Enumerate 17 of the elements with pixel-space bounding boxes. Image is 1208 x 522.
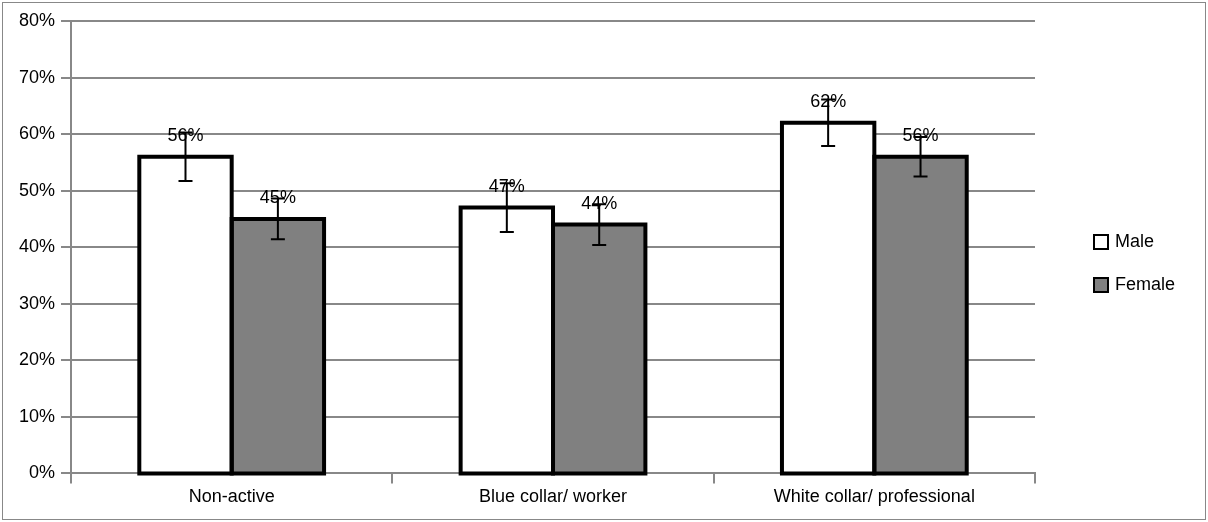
y-tick-label: 20%	[19, 349, 56, 370]
y-tick-label: 40%	[19, 236, 56, 257]
y-tick-label: 0%	[29, 462, 56, 483]
text: Male	[1114, 231, 1154, 252]
y-tick-label: 60%	[19, 123, 56, 144]
y-tick-label: 50%	[19, 179, 56, 200]
x-tick-label: Non-active	[188, 486, 275, 507]
data-label: 45%	[259, 186, 296, 207]
y-tick-label: 10%	[19, 405, 56, 426]
data-label: 62%	[810, 90, 847, 111]
y-tick-label: 30%	[19, 292, 56, 313]
legend-label: Female	[1114, 274, 1175, 295]
y-tick-label: 80%	[19, 9, 56, 30]
y-tick-label: 70%	[19, 66, 56, 87]
x-tick-label: White collar/ professional	[773, 486, 975, 507]
data-label: 44%	[581, 192, 618, 213]
x-tick-label: Blue collar/ worker	[478, 486, 628, 507]
